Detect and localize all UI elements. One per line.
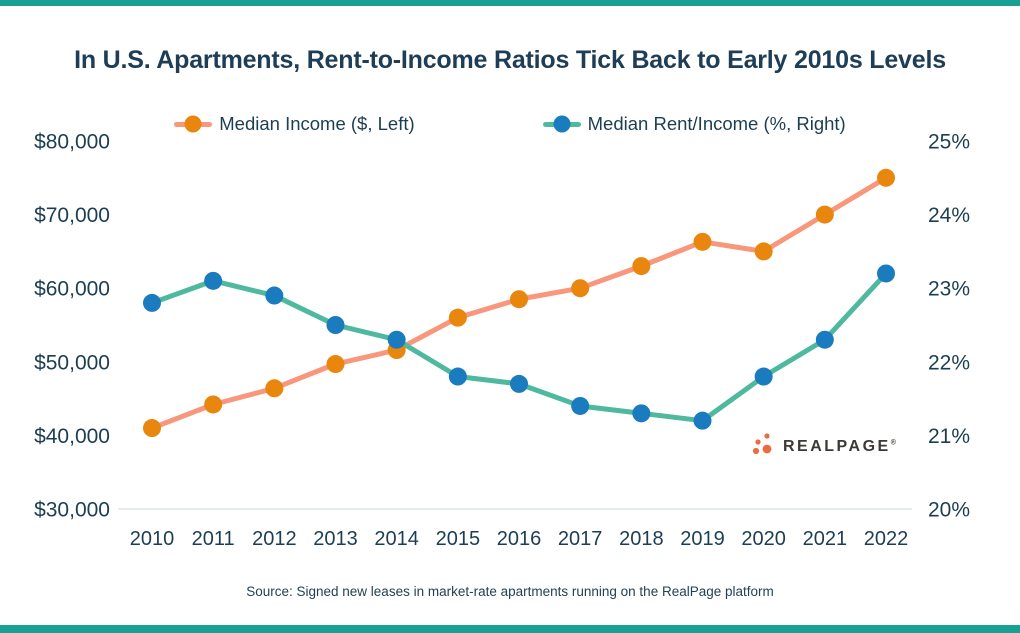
legend: Median Income ($, Left) Median Rent/Inco… (0, 113, 1020, 135)
income-point-2010 (143, 419, 161, 438)
rent-income-point-2015 (448, 367, 467, 386)
y-axis-left-tick: $60,000 (34, 278, 110, 301)
x-axis-tick: 2015 (436, 528, 481, 550)
rent-income-point-2022 (877, 264, 895, 283)
x-axis-tick: 2019 (680, 528, 725, 550)
income-point-2019 (693, 232, 712, 251)
y-axis-right-tick: 24% (928, 204, 970, 227)
rent-income-point-2010 (143, 293, 161, 312)
legend-item-median-income: Median Income ($, Left) (174, 113, 415, 135)
income-point-2011 (204, 395, 223, 414)
x-axis-tick: 2012 (252, 528, 297, 550)
bottom-accent-bar (0, 625, 1020, 633)
income-point-2021 (815, 205, 834, 224)
rent-income-point-2020 (754, 367, 773, 386)
x-axis-tick: 2020 (741, 528, 786, 550)
realpage-logo: REALPAGE® (752, 429, 896, 455)
income-point-2022 (877, 168, 895, 187)
income-line-swatch-icon (174, 115, 213, 133)
rent-income-point-2013 (326, 316, 345, 334)
income-point-2015 (448, 308, 467, 327)
income-point-2016 (510, 290, 528, 309)
y-axis-right-tick: 21% (928, 425, 970, 448)
x-axis-tick: 2018 (619, 528, 664, 550)
legend-label-rent-income: Median Rent/Income (%, Right) (587, 113, 846, 134)
logo-dots-icon (752, 433, 772, 455)
income-point-2017 (571, 279, 590, 298)
registered-mark: ® (890, 439, 896, 447)
rent-income-point-2012 (265, 286, 284, 305)
income-point-2012 (265, 379, 284, 398)
source-attribution: Source: Signed new leases in market-rate… (246, 584, 774, 599)
rent-income-point-2021 (815, 330, 834, 349)
y-axis-left-tick: $40,000 (34, 425, 110, 448)
rent-income-line-swatch-icon (542, 115, 581, 133)
y-axis-left-tick: $30,000 (34, 499, 110, 522)
x-axis-tick: 2011 (192, 528, 235, 550)
income-point-2018 (632, 257, 651, 276)
rent-income-point-2014 (387, 330, 406, 349)
y-axis-left-tick: $80,000 (34, 131, 110, 154)
y-axis-right-tick: 22% (928, 351, 970, 374)
logo-text: REALPAGE® (783, 438, 896, 455)
x-axis-tick: 2014 (374, 528, 419, 550)
rent-income-point-2017 (571, 396, 590, 415)
income-marker-icon (184, 115, 202, 133)
x-axis-tick: 2017 (558, 528, 603, 550)
income-point-2013 (326, 355, 345, 374)
y-axis-right-tick: 25% (928, 131, 970, 154)
y-axis-right-tick: 23% (928, 278, 970, 301)
top-accent-bar (0, 0, 1020, 6)
rent-income-point-2019 (693, 411, 712, 430)
x-axis-tick: 2022 (864, 528, 909, 550)
rent-income-point-2018 (632, 404, 651, 423)
y-axis-right-tick: 20% (928, 499, 970, 522)
rent-income-point-2011 (204, 271, 223, 290)
x-axis-tick: 2010 (130, 528, 175, 550)
legend-label-median-income: Median Income ($, Left) (219, 113, 415, 134)
chart-title: In U.S. Apartments, Rent-to-Income Ratio… (74, 46, 946, 74)
y-axis-left-tick: $50,000 (34, 351, 110, 374)
x-axis-tick: 2016 (497, 528, 542, 550)
legend-item-rent-income: Median Rent/Income (%, Right) (542, 113, 846, 135)
rent-income-marker-icon (553, 115, 571, 133)
x-axis-tick: 2021 (803, 528, 848, 550)
y-axis-left-tick: $70,000 (34, 204, 110, 227)
x-axis-tick: 2013 (313, 528, 358, 550)
rent-income-point-2016 (510, 374, 528, 393)
income-point-2020 (754, 242, 773, 261)
